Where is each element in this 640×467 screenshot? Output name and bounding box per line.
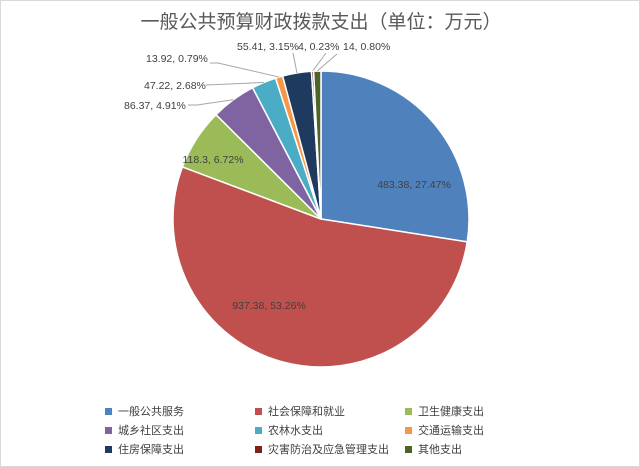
legend-item: 灾害防治及应急管理支出 [255,441,405,457]
data-label: 86.37, 4.91% [124,100,186,112]
leader-line [188,99,234,106]
legend-item: 住房保障支出 [105,441,255,457]
data-label: 14, 0.80% [343,41,390,53]
legend-swatch [105,426,112,434]
data-label: 47.22, 2.68% [144,80,206,92]
legend-swatch [405,407,412,415]
legend-label: 农林水支出 [268,424,323,437]
data-label: 4, 0.23% [298,41,339,53]
legend-swatch [105,445,112,453]
legend-label: 住房保障支出 [118,443,184,456]
data-label: 937.38, 53.26% [232,300,306,312]
leader-line [205,81,264,86]
leader-line [312,52,327,72]
legend-item: 卫生健康支出 [405,403,545,419]
data-label: 118.3, 6.72% [182,154,243,166]
legend-swatch [255,426,262,434]
pie-slice [320,70,470,243]
legend-swatch [255,407,262,415]
leader-line [210,62,280,78]
pie-slice [172,165,469,368]
legend-item: 农林水支出 [255,422,405,438]
chart-legend: 一般公共服务 社会保障和就业 卫生健康支出城乡社区支出 农林水支出 交通运输支出住房保障… [105,403,545,457]
legend-item: 一般公共服务 [105,403,255,419]
legend-label: 卫生健康支出 [418,405,484,418]
data-label: 13.92, 0.79% [146,53,208,65]
legend-label: 灾害防治及应急管理支出 [268,443,389,456]
legend-label: 社会保障和就业 [268,405,345,418]
legend-label: 一般公共服务 [118,405,184,418]
chart-title: 一般公共预算财政拨款支出（单位：万元） [140,11,502,33]
pie-chart: 483.38, 27.47% 937.38, 53.26% 118.3, 6.72%… [124,41,470,368]
legend-item: 其他支出 [405,441,545,457]
legend-item: 交通运输支出 [405,422,545,438]
legend-label: 城乡社区支出 [118,424,184,437]
legend-label: 交通运输支出 [418,424,484,437]
legend-swatch [405,445,412,453]
legend-item: 社会保障和就业 [255,403,405,419]
legend-label: 其他支出 [418,443,462,456]
legend-item: 城乡社区支出 [105,422,255,438]
legend-swatch [405,426,412,434]
data-label: 483.38, 27.47% [377,179,451,191]
data-label: 55.41, 3.15% [237,41,299,53]
legend-swatch [105,407,112,415]
legend-swatch [255,445,262,453]
leader-line [292,52,298,74]
leader-line [316,53,338,72]
